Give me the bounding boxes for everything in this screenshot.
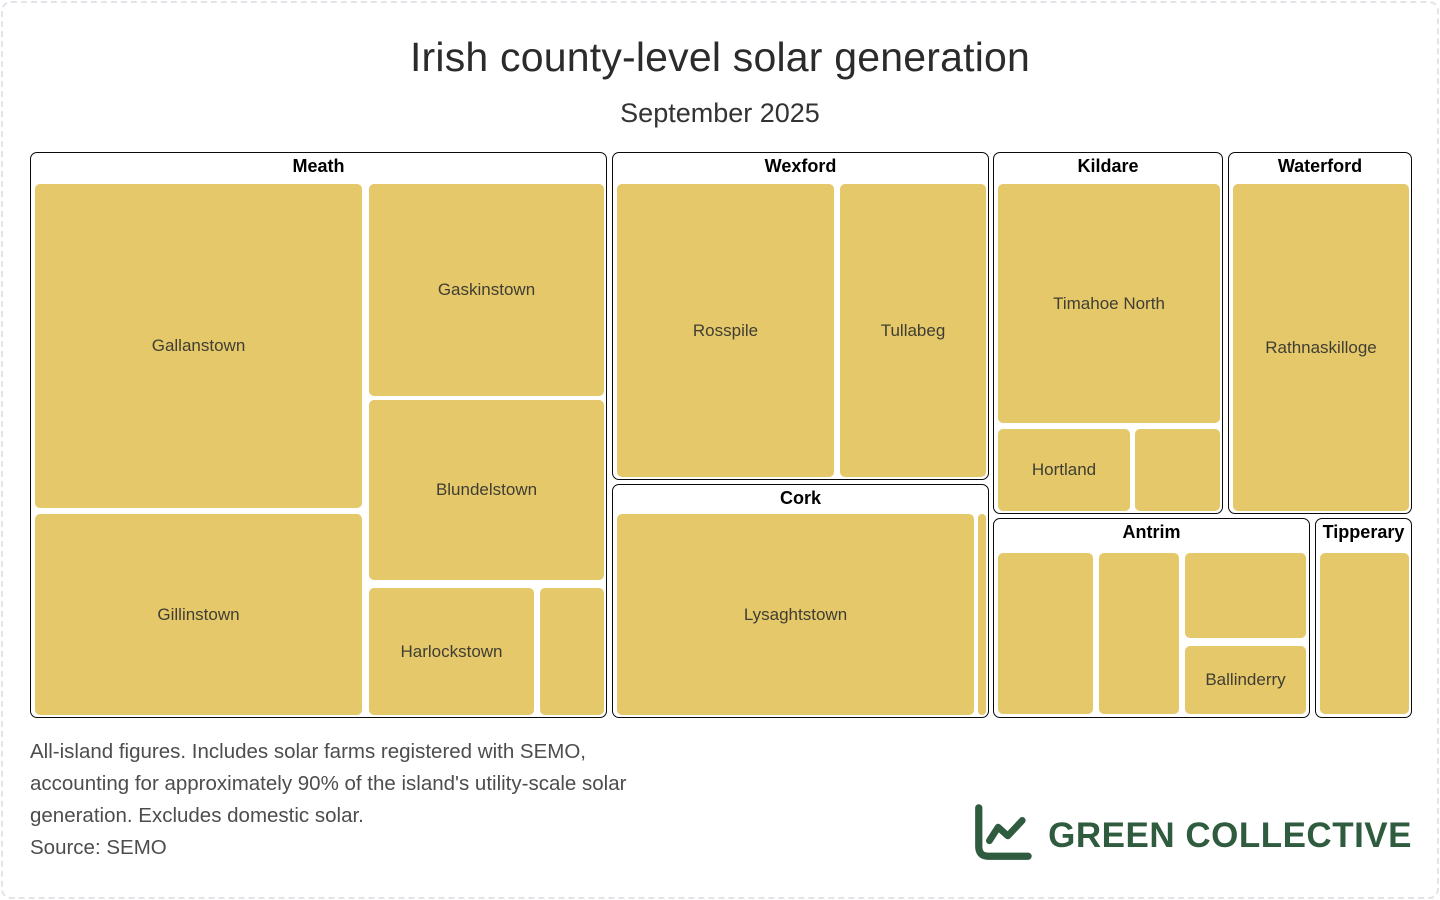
footnote: All-island figures. Includes solar farms… (30, 736, 680, 864)
treemap: Meath Gallanstown Gaskinstown Blundelsto… (30, 152, 1412, 718)
county-waterford: Waterford Rathnaskilloge (1228, 152, 1412, 514)
county-wexford: Wexford Rosspile Tullabeg (612, 152, 989, 480)
footnote-description: All-island figures. Includes solar farms… (30, 740, 627, 827)
brand-logo: GREEN COLLECTIVE (970, 804, 1412, 867)
treemap-tile-unlabeled (1135, 429, 1220, 511)
tile-label: Tullabeg (880, 320, 946, 340)
county-meath: Meath Gallanstown Gaskinstown Blundelsto… (30, 152, 607, 718)
county-label: Wexford (764, 156, 837, 176)
county-label: Meath (292, 156, 345, 176)
footnote-source: Source: SEMO (30, 836, 167, 859)
treemap-tile-unlabeled (978, 514, 986, 715)
county-kildare: Kildare Timahoe North Hortland (993, 152, 1223, 514)
treemap-tile-unlabeled (1099, 553, 1179, 714)
tile-label: Gaskinstown (437, 280, 536, 299)
brand-name: GREEN COLLECTIVE (1048, 815, 1412, 855)
treemap-tile-gallanstown: Gallanstown (35, 184, 362, 508)
treemap-tile-blundelstown: Blundelstown (369, 400, 604, 580)
county-label: Waterford (1277, 156, 1363, 176)
tile-label: Timahoe North (1053, 293, 1165, 313)
treemap-tile-ballinderry: Ballinderry (1185, 646, 1306, 714)
treemap-tile-lysaghtstown: Lysaghtstown (617, 514, 974, 715)
treemap-tile-tullabeg: Tullabeg (840, 184, 986, 477)
treemap-tile-unlabeled (1320, 553, 1409, 714)
tile-label: Rathnaskilloge (1265, 337, 1377, 357)
county-antrim: Antrim Ballinderry (993, 518, 1310, 718)
tile-label: Lysaghtstown (743, 604, 848, 624)
chart-subtitle: September 2025 (620, 98, 820, 128)
tile-label: Gillinstown (157, 604, 240, 624)
treemap-tile-gillinstown: Gillinstown (35, 514, 362, 715)
county-cork: Cork Lysaghtstown (612, 484, 989, 718)
tile-label: Hortland (1031, 460, 1097, 479)
county-label: Tipperary (1322, 522, 1405, 542)
treemap-tile-rathnaskilloge: Rathnaskilloge (1233, 184, 1409, 511)
tile-label: Gallanstown (151, 336, 246, 355)
chart-title: Irish county-level solar generation (409, 34, 1031, 80)
tile-label: Blundelstown (435, 480, 538, 499)
treemap-tile-unlabeled (1185, 553, 1306, 638)
line-chart-icon (970, 804, 1032, 867)
tile-label: Harlockstown (400, 641, 503, 661)
county-label: Kildare (1077, 156, 1139, 176)
treemap-tile-hortland: Hortland (998, 429, 1130, 511)
county-label: Cork (779, 488, 821, 508)
county-label: Antrim (1122, 522, 1181, 542)
treemap-tile-unlabeled (998, 553, 1093, 714)
treemap-tile-rosspile: Rosspile (617, 184, 834, 477)
treemap-tile-harlockstown: Harlockstown (369, 588, 534, 715)
treemap-tile-timahoe-north: Timahoe North (998, 184, 1220, 423)
county-tipperary: Tipperary (1315, 518, 1412, 718)
treemap-tile-unlabeled (540, 588, 604, 715)
tile-label: Rosspile (692, 320, 759, 340)
treemap-tile-gaskinstown: Gaskinstown (369, 184, 604, 396)
tile-label: Ballinderry (1205, 670, 1286, 689)
